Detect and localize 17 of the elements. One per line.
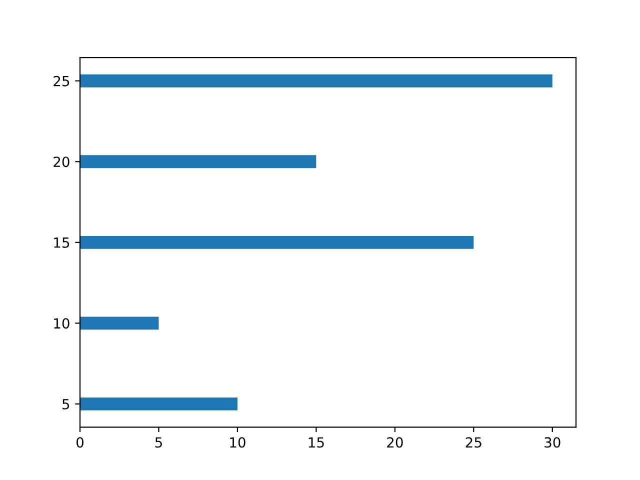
y-tick-label: 20 — [54, 156, 70, 168]
y-tick-label: 25 — [54, 76, 70, 86]
x-tick-label: 10 — [230, 437, 246, 448]
x-tick-label: 15 — [308, 437, 324, 448]
x-tick-label: 0 — [76, 437, 84, 448]
x-tick-label: 25 — [466, 437, 482, 448]
x-tick-label: 30 — [544, 437, 560, 448]
bar — [80, 316, 159, 330]
bar — [80, 155, 316, 168]
y-tick-label: 5 — [62, 399, 70, 410]
bar — [80, 236, 474, 249]
bar — [80, 397, 238, 410]
x-tick-label: 20 — [387, 437, 403, 448]
x-tick-label: 5 — [155, 437, 162, 448]
y-tick-label: 15 — [54, 238, 70, 248]
y-tick-label: 10 — [54, 318, 70, 329]
bar — [80, 74, 552, 88]
